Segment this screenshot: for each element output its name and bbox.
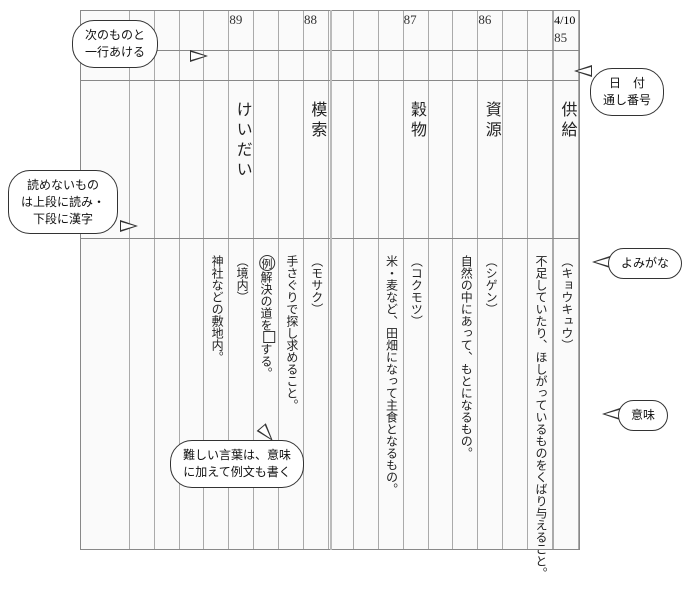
entry-word: 資源 [480,101,501,141]
entry-meaning: 自然の中にあって、もとになるもの。 [458,255,474,459]
blank-box [263,331,275,343]
entry-meaning: 不足していたり、ほしがっているものをくばり与えること。 [532,255,548,579]
entry-num: 87 [404,12,417,27]
col-5: 自然の中にあって、もとになるもの。 [453,11,478,549]
callout-tail [120,220,138,232]
entry-num: 89 [229,12,242,27]
col-2: 不足していたり、ほしがっているものをくばり与えること。 [528,11,553,549]
col-1: 4/10 85 供給 （キョウキュウ） [553,11,579,549]
callout-upper-lower: 読めないものは上段に読み・下段に漢字 [8,170,118,234]
col-11: 88 模索 （モサク） [304,11,329,549]
col-4: 86 資源 （シゲン） [478,11,503,549]
callout-example: 難しい言葉は、意味に加えて例文も書く [170,440,304,488]
entry-word: けいだい [231,101,252,181]
entry-num: 85 [554,30,567,45]
col-3 [503,11,528,549]
entry-yomi: （境内） [233,255,249,303]
col-9 [354,11,379,549]
entry-yomi: （シゲン） [483,255,499,315]
callout-imi: 意味 [618,400,668,431]
date: 4/10 [554,13,575,27]
col-8: 米・麦など、田畑になって主食となるもの。 [379,11,404,549]
entry-num: 86 [478,12,491,27]
callout-gap: 次のものと一行あける [72,20,158,68]
col-19 [105,11,130,549]
col-7: 87 穀物 （コクモツ） [404,11,429,549]
entry-meaning: 手さぐりで探し求めること。 [283,255,299,411]
col-10 [329,11,354,549]
entry-word: 供給 [556,101,577,141]
entry-yomi: （キョウキュウ） [558,255,574,351]
book-spine [330,10,332,550]
callout-date-num: 日 付通し番号 [590,68,664,116]
col-18 [130,11,155,549]
entry-meaning: 神社などの敷地内。 [209,255,225,363]
callout-tail [574,65,592,77]
entry-word: 模索 [306,101,327,141]
entry-word: 穀物 [405,101,426,141]
example-marker: 例 [259,255,275,271]
col-6 [429,11,454,549]
entry-meaning: 米・麦など、田畑になって主食となるもの。 [383,255,399,495]
entry-yomi: （コクモツ） [408,255,424,327]
col-20 [81,11,105,549]
callout-tail [190,50,208,62]
example-line: 例解決の道をする。 [257,255,275,379]
entry-yomi: （モサク） [308,255,324,315]
entry-num: 88 [304,12,317,27]
callout-yomigana: よみがな [608,248,682,279]
